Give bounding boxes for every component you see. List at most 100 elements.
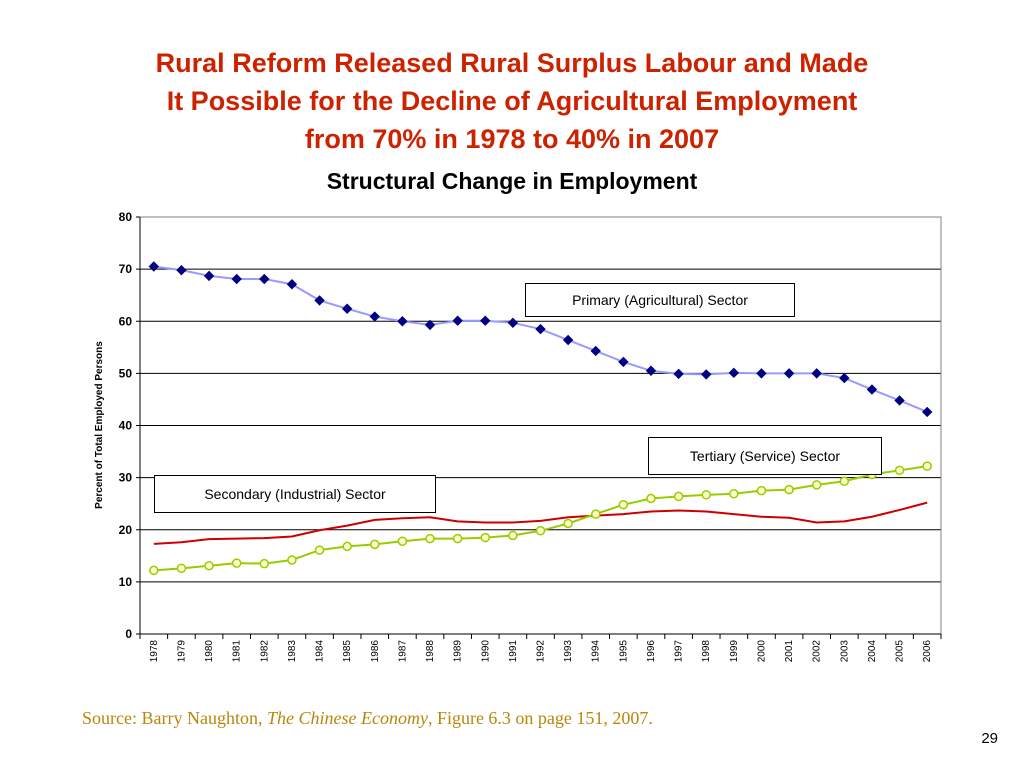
data-point [508,530,518,541]
data-point [673,491,684,502]
data-point [314,295,325,306]
data-point [922,461,932,471]
slide-title-line-1: Rural Reform Released Rural Surplus Labo… [155,48,869,78]
source-book-title: The Chinese Economy [266,708,428,728]
axes [136,216,942,639]
data-point [259,273,270,285]
data-point [894,395,905,406]
data-point [314,545,325,555]
data-point [480,315,491,326]
data-point [645,365,657,376]
x-tick-label: 1989 [453,640,464,663]
x-tick-label: 1986 [370,640,381,663]
data-point [673,368,684,380]
data-point [452,533,463,544]
data-point [535,323,546,335]
x-tick-label: 1981 [232,640,243,663]
x-tick-label: 1994 [591,640,602,663]
data-point [921,406,933,418]
y-tick-label: 20 [119,523,133,537]
x-tick-label: 1982 [259,640,270,663]
data-point [535,526,546,536]
y-tick-labels: 0 10 20 30 40 50 60 70 80 [119,210,133,641]
primary-sector-label: Primary (Agricultural) Sector [525,283,795,317]
data-point [701,369,712,380]
data-point [728,367,740,379]
data-point [397,316,408,327]
x-tick-label: 1991 [508,640,519,663]
data-point [341,303,353,314]
data-point [562,334,574,346]
slide-title-line-3: from 70% in 1978 to 40% in 2007 [304,124,720,154]
secondary-sector-label: Secondary (Industrial) Sector [154,475,436,513]
y-tick-label: 30 [119,471,133,485]
x-tick-label: 1993 [563,640,574,663]
data-point [646,493,656,504]
data-point [286,279,298,290]
series-2 [153,501,928,545]
source-citation: Source: Barry Naughton, The Chinese Econ… [82,708,653,729]
x-tick-label: 1987 [397,640,408,663]
x-tick-label: 1999 [729,640,740,663]
x-tick-label: 1979 [176,640,187,663]
data-point [149,565,159,576]
data-point [701,490,711,500]
x-tick-label: 1988 [425,640,436,663]
data-point [563,518,573,529]
chart-title: Structural Change in Employment [326,168,698,194]
tertiary-sector-label: Tertiary (Service) Sector [648,437,882,475]
series-1 [148,261,933,418]
x-tick-label: 2000 [756,640,767,663]
data-point [176,264,187,276]
data-point [894,465,905,476]
x-tick-label: 1978 [149,640,160,663]
source-prefix: Source: Barry Naughton, [82,708,267,728]
data-point [866,384,878,395]
y-tick-label: 60 [119,314,133,328]
x-tick-label: 1997 [674,640,685,663]
data-point [784,484,794,495]
data-point [839,476,850,487]
x-tick-label: 2002 [812,640,823,663]
y-tick-label: 80 [119,210,133,224]
x-tick-label: 1984 [315,640,326,663]
data-point [756,485,767,496]
y-axis-label: Percent of Total Employed Persons [94,341,105,509]
data-point [729,489,739,499]
x-tick-label: 2001 [784,640,795,663]
y-tick-label: 40 [119,419,133,433]
data-point [480,532,491,543]
data-point [259,558,270,569]
data-point [618,499,629,510]
data-point [811,368,822,379]
data-point [287,555,297,565]
data-point [231,558,242,568]
data-point [231,273,242,285]
x-tick-label: 1985 [342,640,353,663]
x-tick-label: 1998 [701,640,712,663]
data-point [397,536,408,546]
data-point [342,541,352,552]
x-tick-label: 1996 [646,640,657,663]
y-tick-label: 0 [125,627,132,641]
slide-title-line-2: It Possible for the Decline of Agricultu… [166,86,858,116]
x-tick-labels: 1978 1979 1980 1981 1982 1983 1984 1985 1986 1987… [149,640,933,663]
data-point [424,319,436,331]
series-line [153,501,928,545]
data-point [590,345,601,357]
data-point [590,509,601,519]
data-point [811,480,822,490]
page-number: 29 [981,730,998,747]
x-tick-label: 1983 [287,640,298,663]
data-point [425,533,435,544]
data-series [148,261,933,576]
x-tick-label: 2004 [867,640,878,663]
y-tick-label: 50 [119,366,133,380]
data-point [369,311,380,322]
x-tick-label: 1995 [618,640,629,663]
data-point [452,315,463,326]
data-point [507,317,519,329]
data-point [839,372,850,384]
x-tick-label: 2003 [839,640,850,663]
x-tick-label: 2006 [922,640,933,663]
